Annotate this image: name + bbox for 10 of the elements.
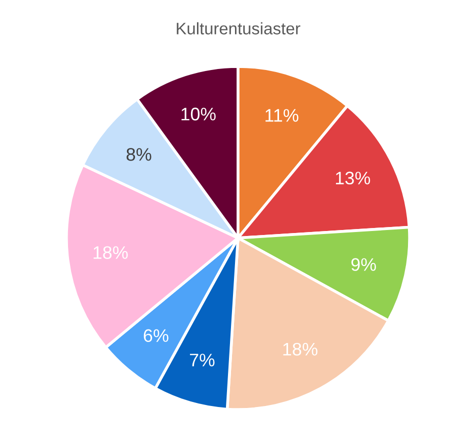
data-label: 6%	[144, 329, 168, 342]
data-label: 18%	[94, 246, 128, 259]
data-label: 8%	[126, 148, 152, 161]
data-label: 7%	[190, 354, 215, 366]
data-label: 9%	[351, 258, 376, 271]
data-label: 11%	[266, 109, 298, 122]
data-label: 10%	[182, 108, 216, 120]
data-label: 18%	[283, 342, 318, 356]
chart-title: Kulturentusiaster	[176, 22, 300, 34]
data-label: 13%	[336, 172, 370, 184]
